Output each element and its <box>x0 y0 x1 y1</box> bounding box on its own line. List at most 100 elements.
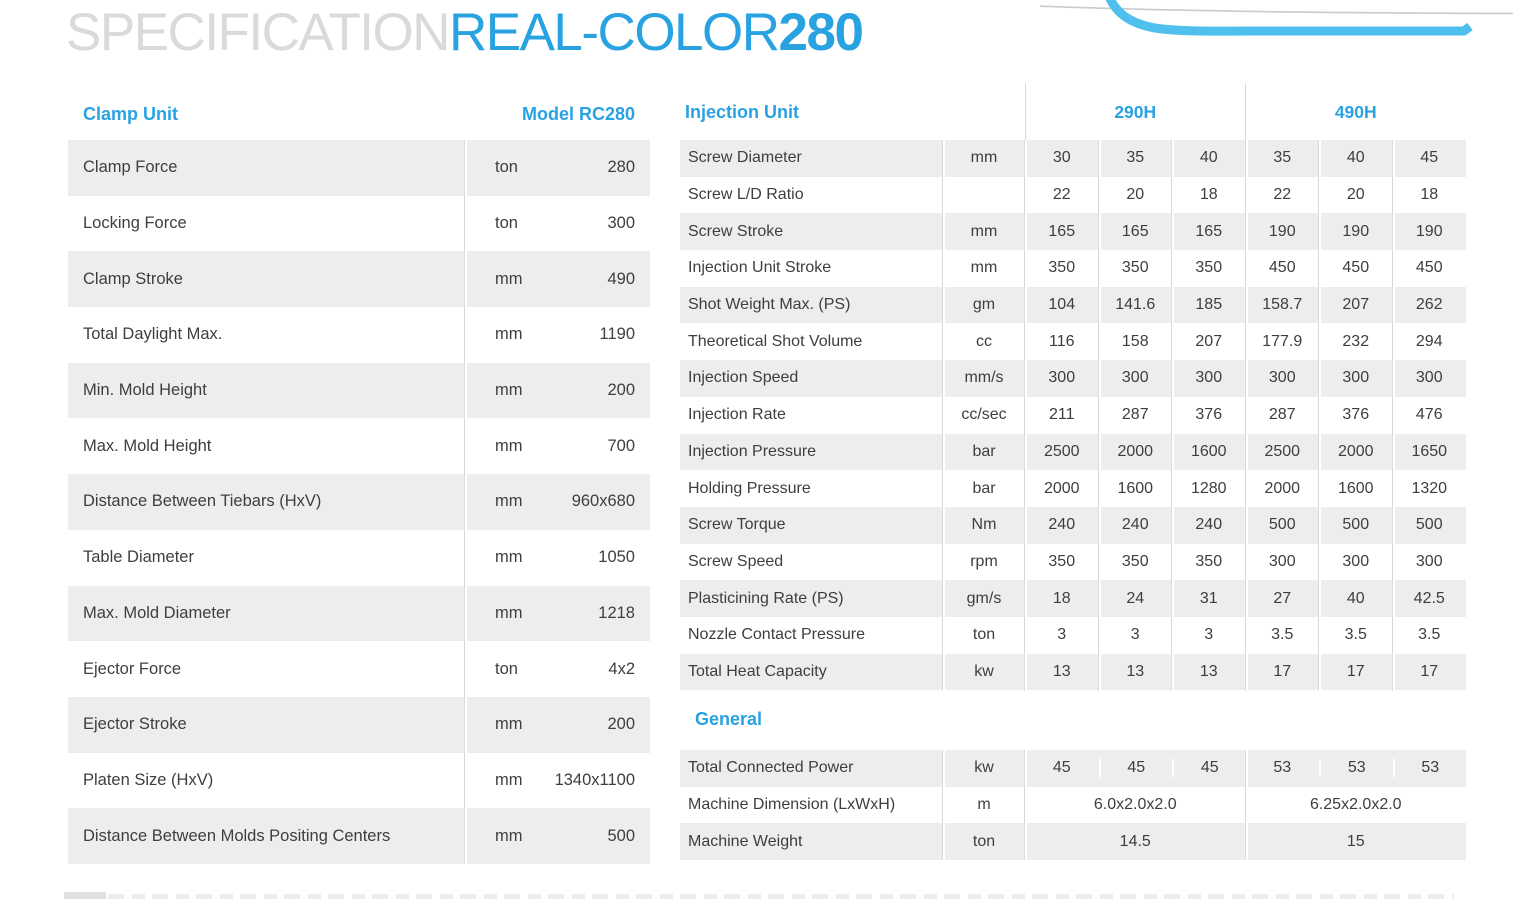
spec-label: Platen Size (HxV) <box>83 770 214 789</box>
spec-value: 42.5 <box>1413 589 1445 607</box>
spec-value: 300 <box>1121 369 1149 387</box>
spec-value: 165 <box>1195 222 1223 240</box>
spec-value: 1600 <box>1190 442 1227 460</box>
spec-label: Table Diameter <box>83 548 194 567</box>
spec-label: Screw L/D Ratio <box>688 186 804 204</box>
spec-value: 35 <box>1126 149 1145 167</box>
table-row: Shot Weight Max. (PS) gm 104 141.6 185 158.7 2… <box>680 286 1466 324</box>
title-model-number: 280 <box>778 3 864 62</box>
spec-value: 3.5 <box>1418 626 1441 644</box>
spec-value: 960x680 <box>571 492 635 511</box>
spec-value: 490 <box>607 269 635 288</box>
spec-unit: mm <box>495 770 523 789</box>
table-row: Theoretical Shot Volume cc 116 158 207 177.9 2… <box>680 323 1466 360</box>
spec-label: Total Connected Power <box>688 759 854 777</box>
spec-value: 200 <box>607 715 635 734</box>
spec-value: 294 <box>1415 332 1443 350</box>
spec-label: Nozzle Contact Pressure <box>688 626 865 644</box>
spec-value: 40 <box>1346 149 1365 167</box>
group-heading-490h: 490H <box>1334 102 1377 122</box>
spec-label: Injection Rate <box>688 406 786 424</box>
spec-value: 20 <box>1346 186 1365 204</box>
spec-value: 287 <box>1268 406 1296 424</box>
table-row: Ejector Stroke mm 200 <box>68 696 650 753</box>
table-row: Total Heat Capacity kw 13 13 13 17 17 17 <box>680 653 1466 691</box>
spec-value: 300 <box>1342 369 1370 387</box>
spec-unit: mm <box>495 325 523 344</box>
spec-value: 14.5 <box>1119 832 1151 850</box>
spec-label: Min. Mold Height <box>83 381 207 400</box>
table-row: Screw Stroke mm 165 165 165 190 190 190 <box>680 213 1466 251</box>
spec-unit: bar <box>972 479 996 497</box>
spec-unit: mm <box>970 222 998 240</box>
spec-value: 22 <box>1273 186 1292 204</box>
spec-value: 45 <box>1098 759 1173 778</box>
column-divider <box>1025 750 1027 861</box>
spec-unit: kw <box>974 759 994 777</box>
spec-value: 211 <box>1048 406 1075 424</box>
spec-value: 17 <box>1273 662 1292 680</box>
clamp-unit-heading: Clamp Unit <box>83 103 179 124</box>
table-row: Nozzle Contact Pressure ton 3 3 3 3.5 3.5 3.5 <box>680 617 1466 654</box>
spec-value: 190 <box>1342 222 1370 240</box>
spec-value: 13 <box>1052 662 1071 680</box>
column-divider <box>1245 83 1246 140</box>
spec-value: 17 <box>1346 662 1365 680</box>
table-row: Distance Between Molds Positing Centers m… <box>68 808 650 864</box>
spec-unit: mm <box>495 436 523 455</box>
column-divider <box>1392 140 1395 691</box>
corner-swoosh-graphic <box>1040 0 1513 36</box>
table-row: Injection Rate cc/sec 211 287 376 287 376 476 <box>680 397 1466 434</box>
spec-value: 450 <box>1268 259 1296 277</box>
injection-table-header: Injection Unit 290H 490H <box>680 83 1466 140</box>
spec-value: 280 <box>607 158 635 177</box>
spec-label: Ejector Force <box>83 659 182 678</box>
spec-value: 300 <box>1415 369 1443 387</box>
column-divider <box>943 140 945 691</box>
column-divider <box>1171 140 1172 691</box>
table-row: Min. Mold Height mm 200 <box>68 362 650 419</box>
spec-value: 3.5 <box>1271 626 1294 644</box>
spec-value: 1340x1100 <box>554 770 635 789</box>
spec-unit: kw <box>974 662 994 680</box>
title-model-name: REAL-COLOR <box>448 3 780 62</box>
table-row: Total Connected Power kw 45 45 45 53 53 53 <box>680 750 1466 787</box>
spec-value: 262 <box>1415 296 1443 314</box>
general-table-body: Total Connected Power kw 45 45 45 53 53 53 Machi… <box>680 750 1466 861</box>
column-divider <box>1319 140 1321 691</box>
spec-value: 40 <box>1199 149 1218 167</box>
page-title: SPECIFICATIONREAL-COLOR280 <box>66 2 864 63</box>
spec-value: 4x2 <box>608 659 635 678</box>
spec-value: 1218 <box>598 603 635 622</box>
group-heading-290h: 290H <box>1114 102 1157 122</box>
spec-label: Machine Weight <box>688 832 803 850</box>
column-divider <box>1244 140 1246 691</box>
column-divider <box>1245 140 1248 691</box>
clipped-footnote-fragment <box>64 892 106 899</box>
table-row: Locking Force ton 300 <box>68 196 650 252</box>
spec-value: 376 <box>1342 406 1370 424</box>
spec-value: 1190 <box>599 325 635 344</box>
spec-unit: gm <box>972 296 996 314</box>
spec-value: 700 <box>607 436 635 455</box>
table-row: Screw Torque Nm 240 240 240 500 500 500 <box>680 506 1466 544</box>
spec-label: Plasticining Rate (PS) <box>688 589 844 607</box>
spec-unit: cc/sec <box>961 406 1007 424</box>
spec-value: 350 <box>1195 259 1223 277</box>
spec-value: 207 <box>1342 296 1370 314</box>
spec-unit: bar <box>972 442 996 460</box>
spec-value: 2000 <box>1337 442 1374 460</box>
table-row: Ejector Force ton 4x2 <box>68 641 650 697</box>
spec-value: 35 <box>1273 149 1292 167</box>
spec-unit: rpm <box>970 552 998 570</box>
swoosh-gray-line <box>1040 5 1513 15</box>
spec-value: 24 <box>1126 589 1145 607</box>
spec-value: 27 <box>1273 589 1292 607</box>
spec-value: 300 <box>1268 552 1296 570</box>
spec-value: 190 <box>1415 222 1443 240</box>
table-row: Max. Mold Diameter mm 1218 <box>68 585 650 642</box>
spec-label: Injection Pressure <box>688 442 817 460</box>
column-divider <box>1097 140 1099 691</box>
table-row: Clamp Stroke mm 490 <box>68 251 650 308</box>
spec-label: Injection Speed <box>688 369 799 387</box>
